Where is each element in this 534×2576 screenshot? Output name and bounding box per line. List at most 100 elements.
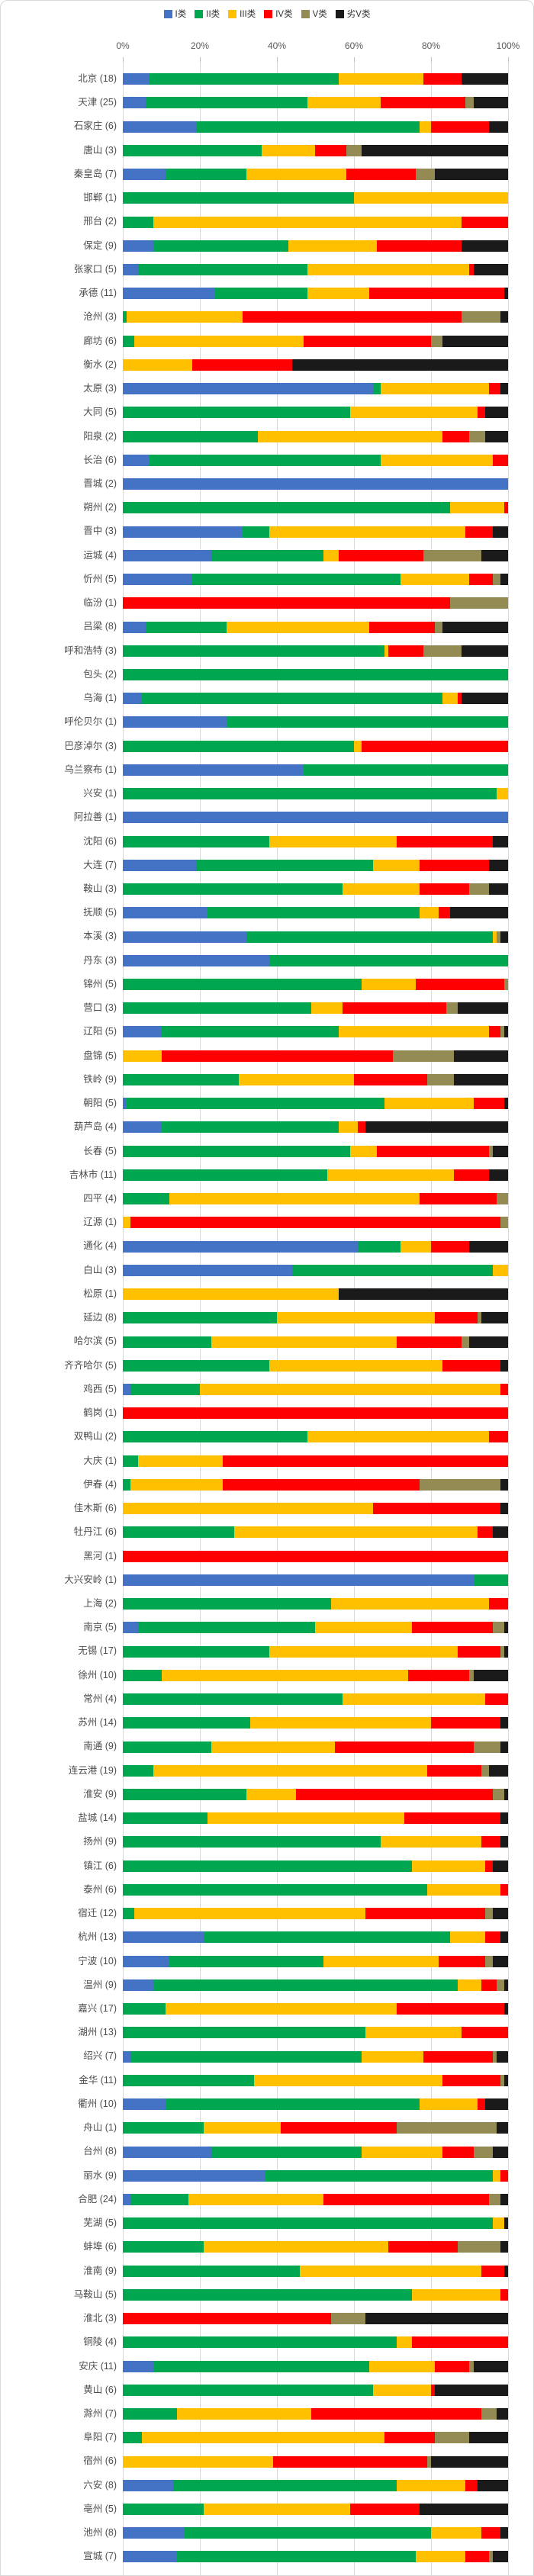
chart-row: 保定 (9): [1, 234, 533, 258]
bar-segment-IV类: [439, 1955, 485, 1967]
bar-segment-I类: [123, 288, 216, 300]
bar-segment-劣V类: [500, 574, 508, 586]
row-label: 湖州 (13): [78, 2027, 117, 2038]
chart-row: 朝阳 (5): [1, 1092, 533, 1115]
bar-segment-劣V类: [365, 1121, 508, 1134]
axis-tick: [430, 57, 432, 62]
bar-segment-II类: [211, 2146, 362, 2158]
bar-segment-劣V类: [484, 430, 508, 442]
row-label: 廊坊 (6): [83, 335, 117, 346]
chart-row: 石家庄 (6): [1, 114, 533, 138]
bar-segment-III类: [204, 2504, 350, 2516]
row-label: 温州 (9): [83, 1979, 117, 1990]
bar-segment-IV类: [462, 2027, 508, 2039]
bar-segment-V类: [488, 2551, 493, 2563]
bar-segment-I类: [123, 1121, 162, 1134]
bar-segment-III类: [492, 2169, 500, 2182]
bar-segment-劣V类: [496, 2050, 508, 2063]
x-axis-tick-label: 0%: [116, 40, 130, 51]
bar-segment-IV类: [377, 240, 462, 252]
row-label: 铁岭 (9): [83, 1073, 117, 1085]
bar-segment-II类: [227, 716, 508, 728]
chart-row: 沈阳 (6): [1, 830, 533, 854]
bar-segment-劣V类: [442, 335, 508, 347]
chart-row: 大庆 (1): [1, 1449, 533, 1473]
chart-row: 丹东 (3): [1, 949, 533, 973]
stacked-bar: [123, 740, 508, 752]
bar-segment-劣V类: [500, 1741, 508, 1753]
bar-segment-IV类: [439, 907, 451, 919]
row-label: 宿迁 (12): [78, 1908, 117, 1919]
bar-segment-II类: [123, 2027, 366, 2039]
bar-segment-III类: [323, 1955, 439, 1967]
bar-segment-II类: [161, 1121, 339, 1134]
bar-segment-III类: [365, 2027, 462, 2039]
bar-segment-V类: [330, 2313, 366, 2325]
x-axis-tick-label: 80%: [421, 40, 441, 51]
bar-segment-劣V类: [500, 1931, 508, 1944]
bar-segment-IV类: [373, 1503, 500, 1515]
bar-segment-III类: [492, 2217, 504, 2230]
stacked-bar: [123, 2479, 508, 2491]
bar-segment-III类: [176, 2408, 312, 2420]
row-label: 通化 (4): [83, 1240, 117, 1252]
chart-row: 双鸭山 (2): [1, 1425, 533, 1449]
bar-segment-II类: [304, 764, 508, 776]
axis-tick: [276, 57, 278, 62]
axis-tick: [122, 57, 124, 62]
row-label: 长治 (6): [83, 454, 117, 465]
bar-segment-III类: [419, 2098, 478, 2111]
row-label: 丹东 (3): [83, 954, 117, 966]
chart-row: 吕梁 (8): [1, 615, 533, 638]
chart-row: 徐州 (10): [1, 1664, 533, 1687]
bar-segment-IV类: [123, 1407, 508, 1420]
row-label: 阿拉善 (1): [73, 812, 117, 823]
bar-segment-V类: [396, 2122, 497, 2134]
row-label: 保定 (9): [83, 240, 117, 251]
row-label: 芜湖 (5): [83, 2217, 117, 2229]
bar-segment-I类: [123, 2098, 166, 2111]
bar-segment-II类: [123, 2288, 412, 2301]
bar-segment-I类: [123, 526, 243, 538]
stacked-bar: [123, 2265, 508, 2277]
stacked-bar: [123, 1264, 508, 1276]
bar-segment-II类: [123, 1145, 350, 1157]
stacked-bar: [123, 2146, 508, 2158]
bar-segment-IV类: [365, 1908, 485, 1920]
bar-segment-IV类: [396, 1336, 462, 1348]
row-label: 邯郸 (1): [83, 192, 117, 204]
bar-segment-III类: [369, 2360, 436, 2372]
bar-segment-IV类: [123, 597, 451, 609]
bar-segment-II类: [123, 1193, 169, 1205]
chart-row: 台州 (8): [1, 2140, 533, 2163]
row-label: 本溪 (3): [83, 931, 117, 942]
bar-segment-I类: [123, 1622, 139, 1634]
row-label: 乌兰察布 (1): [64, 764, 117, 775]
bar-segment-III类: [307, 288, 370, 300]
stacked-bar: [123, 2003, 508, 2015]
stacked-bar: [123, 2313, 508, 2325]
bar-segment-劣V类: [477, 2479, 508, 2491]
row-label: 白山 (3): [83, 1264, 117, 1275]
chart-row: 合肥 (24): [1, 2188, 533, 2211]
bar-segment-IV类: [377, 1145, 489, 1157]
row-label: 石家庄 (6): [73, 121, 117, 132]
bar-segment-劣V类: [503, 2217, 508, 2230]
chart-row: 包头 (2): [1, 663, 533, 687]
bar-segment-劣V类: [488, 121, 508, 133]
chart-row: 鹤岗 (1): [1, 1401, 533, 1425]
stacked-bar: [123, 169, 508, 181]
bar-segment-V类: [465, 97, 474, 109]
bar-segment-II类: [146, 97, 308, 109]
stacked-bar: [123, 549, 508, 561]
stacked-bar: [123, 716, 508, 728]
stacked-bar: [123, 2050, 508, 2063]
bar-segment-III类: [362, 2146, 443, 2158]
chart-row: 鸡西 (5): [1, 1378, 533, 1401]
bar-segment-IV类: [396, 2003, 504, 2015]
stacked-bar: [123, 288, 508, 300]
stacked-bar: [123, 907, 508, 919]
chart-row: 天津 (25): [1, 91, 533, 114]
bar-segment-IV类: [430, 121, 489, 133]
bar-segment-IV类: [454, 1169, 489, 1181]
